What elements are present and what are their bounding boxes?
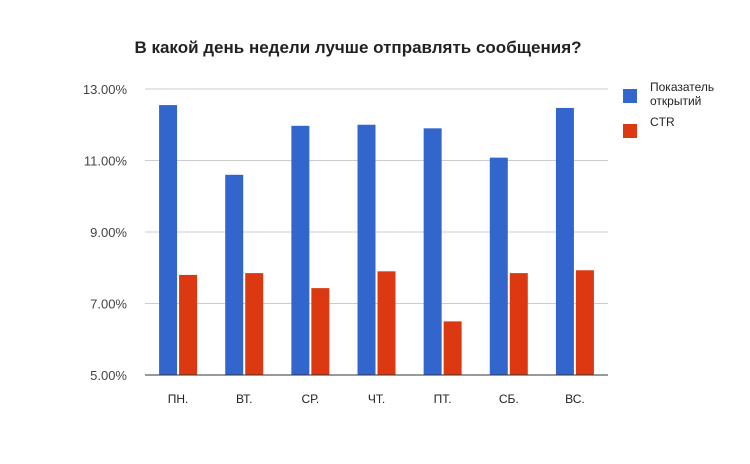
bar-ctr-5	[443, 321, 462, 375]
y-tick-label: 7.00%	[90, 297, 127, 312]
bar-ctr-4	[377, 271, 396, 375]
y-tick-label: 13.00%	[83, 82, 128, 97]
x-tick-label: ЧТ.	[368, 392, 385, 406]
bar-open-rate-4	[357, 124, 376, 375]
bars	[159, 105, 594, 376]
x-tick-label: ПН.	[168, 392, 189, 406]
bar-ctr-7	[575, 270, 594, 375]
y-axis-ticks: 5.00% 7.00% 9.00% 11.00% 13.00%	[83, 82, 128, 383]
bar-ctr-1	[179, 274, 198, 375]
x-tick-label: ВТ.	[236, 392, 253, 406]
bar-open-rate-5	[423, 128, 442, 375]
y-tick-label: 9.00%	[90, 225, 127, 240]
bar-open-rate-2	[225, 174, 244, 375]
x-tick-label: СР.	[301, 392, 319, 406]
y-tick-label: 11.00%	[84, 154, 128, 169]
x-axis-labels: ПН. ВТ. СР. ЧТ. ПТ. СБ. ВС.	[168, 392, 585, 406]
legend-swatch	[623, 124, 637, 138]
bar-open-rate-3	[291, 125, 310, 375]
y-tick-label: 5.00%	[90, 368, 127, 383]
x-tick-label: ВС.	[565, 392, 585, 406]
bar-ctr-3	[311, 288, 330, 375]
legend-label: CTR	[650, 115, 675, 129]
grid-lines	[145, 88, 608, 376]
legend-swatch	[623, 89, 637, 103]
legend-label: Показатель	[650, 80, 714, 94]
bar-open-rate-1	[159, 105, 178, 376]
x-tick-label: СБ.	[499, 392, 519, 406]
bar-open-rate-6	[489, 157, 508, 375]
bar-ctr-2	[245, 273, 264, 375]
legend-label: открытий	[650, 94, 701, 108]
chart-title: В какой день недели лучше отправлять соо…	[134, 38, 581, 57]
bar-open-rate-7	[555, 107, 574, 375]
bar-ctr-6	[509, 273, 528, 375]
x-tick-label: ПТ.	[434, 392, 452, 406]
